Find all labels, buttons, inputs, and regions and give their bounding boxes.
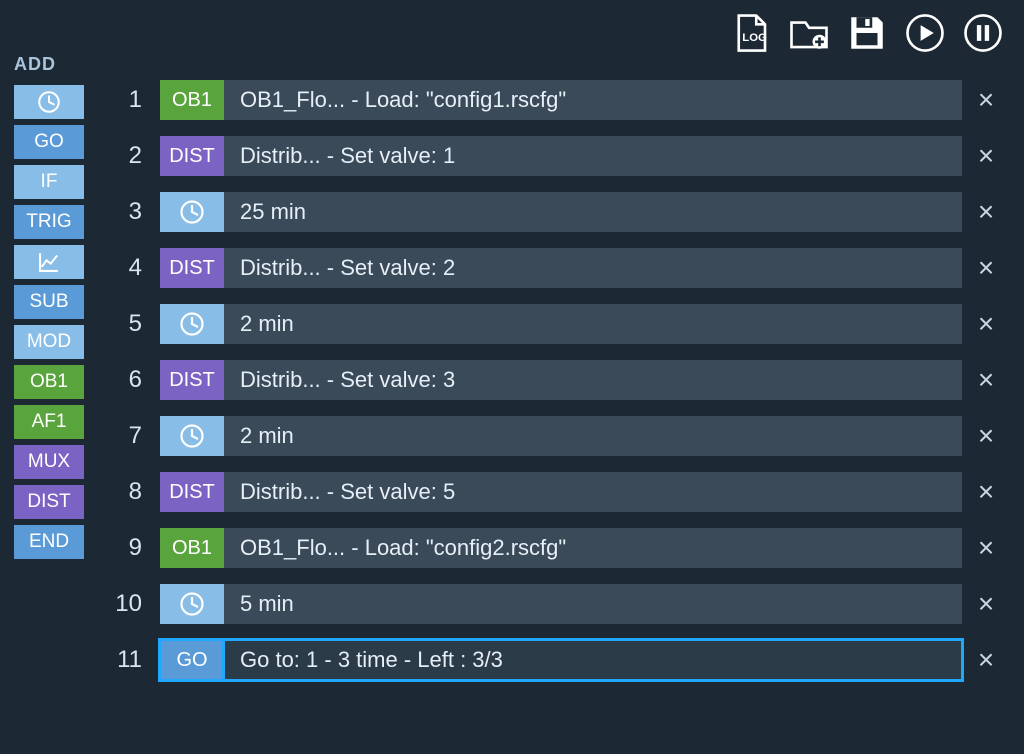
step-delete-button[interactable]: ×	[962, 532, 1002, 564]
step-list: 1OB1OB1_Flo... - Load: "config1.rscfg"×2…	[96, 74, 1002, 686]
step-description[interactable]: OB1_Flo... - Load: "config2.rscfg"	[224, 528, 962, 568]
step-chip[interactable]	[160, 304, 224, 344]
palette-btn-MUX[interactable]: MUX	[14, 445, 84, 479]
step-number: 9	[96, 534, 160, 562]
step-description[interactable]: 2 min	[224, 416, 962, 456]
step-chip[interactable]: OB1	[160, 528, 224, 568]
palette-btn-chart[interactable]	[14, 245, 84, 279]
step-description[interactable]: Distrib... - Set valve: 1	[224, 136, 962, 176]
play-icon	[904, 12, 946, 54]
palette-btn-MOD[interactable]: MOD	[14, 325, 84, 359]
palette-btn-END[interactable]: END	[14, 525, 84, 559]
step-delete-button[interactable]: ×	[962, 476, 1002, 508]
step-row[interactable]: 3 25 min ×	[96, 186, 1002, 238]
step-row[interactable]: 11GOGo to: 1 - 3 time - Left : 3/3 ×	[96, 634, 1002, 686]
step-number: 5	[96, 310, 160, 338]
new-folder-button[interactable]	[786, 10, 832, 56]
step-chip[interactable]: GO	[160, 640, 224, 680]
pause-button[interactable]	[960, 10, 1006, 56]
step-number: 3	[96, 198, 160, 226]
step-delete-button[interactable]: ×	[962, 588, 1002, 620]
palette-btn-OB1[interactable]: OB1	[14, 365, 84, 399]
step-number: 8	[96, 478, 160, 506]
step-row[interactable]: 8DISTDistrib... - Set valve: 5 ×	[96, 466, 1002, 518]
step-chip[interactable]: DIST	[160, 136, 224, 176]
close-icon: ×	[978, 588, 994, 619]
folder-add-icon	[788, 12, 830, 54]
close-icon: ×	[978, 476, 994, 507]
step-number: 10	[96, 590, 160, 618]
step-description[interactable]: 25 min	[224, 192, 962, 232]
close-icon: ×	[978, 252, 994, 283]
palette-heading: ADD	[14, 54, 84, 75]
step-chip[interactable]	[160, 584, 224, 624]
palette-btn-IF[interactable]: IF	[14, 165, 84, 199]
step-number: 1	[96, 86, 160, 114]
step-chip[interactable]: DIST	[160, 472, 224, 512]
step-description[interactable]: 5 min	[224, 584, 962, 624]
palette-btn-SUB[interactable]: SUB	[14, 285, 84, 319]
play-button[interactable]	[902, 10, 948, 56]
step-row[interactable]: 10 5 min ×	[96, 578, 1002, 630]
save-icon	[846, 12, 888, 54]
step-delete-button[interactable]: ×	[962, 420, 1002, 452]
close-icon: ×	[978, 532, 994, 563]
step-chip[interactable]	[160, 416, 224, 456]
step-chip[interactable]: DIST	[160, 248, 224, 288]
step-chip[interactable]: DIST	[160, 360, 224, 400]
step-description[interactable]: 2 min	[224, 304, 962, 344]
svg-text:LOG: LOG	[742, 32, 767, 44]
step-description[interactable]: Go to: 1 - 3 time - Left : 3/3	[224, 640, 962, 680]
step-number: 4	[96, 254, 160, 282]
step-description[interactable]: OB1_Flo... - Load: "config1.rscfg"	[224, 80, 962, 120]
log-button[interactable]: LOG	[728, 10, 774, 56]
clock-icon	[178, 198, 206, 226]
step-description[interactable]: Distrib... - Set valve: 2	[224, 248, 962, 288]
palette-btn-clock[interactable]	[14, 85, 84, 119]
step-number: 2	[96, 142, 160, 170]
step-delete-button[interactable]: ×	[962, 140, 1002, 172]
palette-btn-TRIG[interactable]: TRIG	[14, 205, 84, 239]
palette-btn-DIST[interactable]: DIST	[14, 485, 84, 519]
clock-icon	[178, 422, 206, 450]
pause-icon	[962, 12, 1004, 54]
palette-btn-GO[interactable]: GO	[14, 125, 84, 159]
step-chip[interactable]	[160, 192, 224, 232]
step-description[interactable]: Distrib... - Set valve: 5	[224, 472, 962, 512]
step-number: 11	[96, 646, 160, 674]
log-icon: LOG	[730, 12, 772, 54]
step-row[interactable]: 4DISTDistrib... - Set valve: 2 ×	[96, 242, 1002, 294]
close-icon: ×	[978, 644, 994, 675]
step-delete-button[interactable]: ×	[962, 308, 1002, 340]
step-chip[interactable]: OB1	[160, 80, 224, 120]
step-delete-button[interactable]: ×	[962, 364, 1002, 396]
close-icon: ×	[978, 196, 994, 227]
close-icon: ×	[978, 308, 994, 339]
step-row[interactable]: 6DISTDistrib... - Set valve: 3 ×	[96, 354, 1002, 406]
step-row[interactable]: 5 2 min ×	[96, 298, 1002, 350]
close-icon: ×	[978, 420, 994, 451]
step-delete-button[interactable]: ×	[962, 84, 1002, 116]
add-palette: ADD GO IF TRIG SUB MOD OB1 AF1 MUX DIST END	[14, 54, 84, 559]
step-delete-button[interactable]: ×	[962, 196, 1002, 228]
clock-icon	[178, 310, 206, 338]
step-number: 6	[96, 366, 160, 394]
step-delete-button[interactable]: ×	[962, 644, 1002, 676]
step-row[interactable]: 9OB1OB1_Flo... - Load: "config2.rscfg" ×	[96, 522, 1002, 574]
step-row[interactable]: 2DISTDistrib... - Set valve: 1 ×	[96, 130, 1002, 182]
save-button[interactable]	[844, 10, 890, 56]
step-row[interactable]: 7 2 min ×	[96, 410, 1002, 462]
palette-btn-AF1[interactable]: AF1	[14, 405, 84, 439]
close-icon: ×	[978, 140, 994, 171]
close-icon: ×	[978, 84, 994, 115]
step-delete-button[interactable]: ×	[962, 252, 1002, 284]
top-toolbar: LOG	[728, 10, 1006, 56]
step-description[interactable]: Distrib... - Set valve: 3	[224, 360, 962, 400]
clock-icon	[178, 590, 206, 618]
close-icon: ×	[978, 364, 994, 395]
step-number: 7	[96, 422, 160, 450]
step-row[interactable]: 1OB1OB1_Flo... - Load: "config1.rscfg" ×	[96, 74, 1002, 126]
